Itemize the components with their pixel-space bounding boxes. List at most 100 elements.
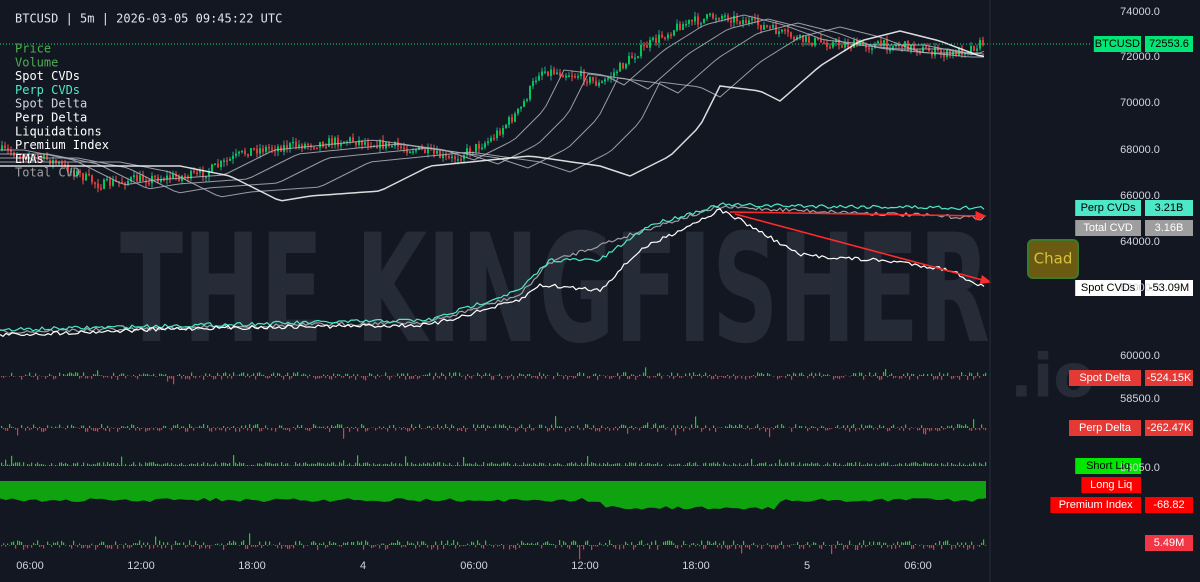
histogram-bar (307, 428, 309, 431)
candle-body (307, 143, 309, 146)
histogram-bar (619, 463, 621, 466)
histogram-bar (973, 376, 975, 380)
histogram-bar (631, 462, 633, 466)
histogram-bar (147, 373, 149, 376)
histogram-bar (149, 428, 151, 431)
candle-body (910, 44, 912, 52)
histogram-bar (815, 373, 817, 376)
histogram-bar (349, 463, 351, 466)
candle-body (331, 138, 333, 145)
histogram-bar (855, 428, 857, 432)
histogram-bar (551, 543, 553, 545)
candle-body (838, 40, 840, 46)
candle-body (109, 178, 111, 186)
histogram-bar (755, 545, 757, 546)
histogram-bar (575, 376, 577, 378)
histogram-bar (461, 428, 463, 432)
histogram-bar (895, 464, 897, 466)
candle-body (763, 25, 765, 30)
candle-body (691, 19, 693, 22)
histogram-bar (627, 428, 629, 434)
histogram-bar (629, 376, 631, 380)
histogram-bar (343, 428, 345, 439)
histogram-bar (525, 543, 527, 545)
histogram-bar (479, 543, 481, 545)
histogram-bar (863, 464, 865, 466)
histogram-bar (405, 428, 407, 430)
histogram-bar (241, 425, 243, 428)
histogram-bar (153, 428, 155, 430)
histogram-bar (549, 428, 551, 431)
legend-item: Perp CVDs (15, 83, 80, 97)
histogram-bar (675, 428, 677, 436)
histogram-bar (509, 545, 511, 550)
histogram-bar (83, 425, 85, 428)
histogram-bar (423, 541, 425, 545)
histogram-bar (827, 374, 829, 376)
histogram-bar (301, 543, 303, 545)
histogram-bar (765, 462, 767, 466)
histogram-bar (315, 376, 317, 380)
histogram-bar (741, 465, 743, 466)
histogram-bar (225, 428, 227, 432)
histogram-bar (823, 374, 825, 376)
histogram-bar (37, 540, 39, 545)
histogram-bar (689, 428, 691, 431)
histogram-bar (749, 428, 751, 430)
histogram-bar (233, 540, 235, 545)
candle-body (88, 173, 90, 176)
histogram-bar (253, 373, 255, 376)
candle-body (211, 164, 213, 172)
histogram-bar (249, 533, 251, 545)
candle-body (304, 143, 306, 149)
histogram-bar (223, 373, 225, 376)
histogram-bar (231, 543, 233, 545)
histogram-bar (431, 464, 433, 466)
histogram-bar (641, 462, 643, 466)
histogram-bar (805, 426, 807, 428)
histogram-bar (767, 543, 769, 545)
histogram-bar (177, 465, 179, 466)
histogram-bar (823, 465, 825, 466)
histogram-bar (215, 428, 217, 431)
histogram-bar (375, 428, 377, 431)
histogram-bar (267, 462, 269, 466)
histogram-bar (589, 376, 591, 379)
histogram-bar (665, 541, 667, 545)
candle-body (259, 148, 261, 154)
histogram-bar (589, 545, 591, 546)
histogram-bar (177, 375, 179, 376)
histogram-bar (639, 374, 641, 376)
histogram-bar (883, 462, 885, 466)
candle-body (679, 23, 681, 30)
histogram-bar (299, 427, 301, 428)
histogram-bar (161, 373, 163, 376)
candle-body (169, 175, 171, 179)
histogram-bar (809, 545, 811, 548)
histogram-bar (837, 425, 839, 428)
candle-body (511, 117, 513, 122)
histogram-bar (175, 425, 177, 428)
histogram-bar (15, 428, 17, 430)
badge-value-box (1145, 535, 1193, 551)
histogram-bar (605, 376, 607, 378)
histogram-bar (979, 545, 981, 547)
histogram-bar (391, 462, 393, 466)
histogram-bar (695, 416, 697, 428)
histogram-bar (153, 462, 155, 466)
histogram-bar (353, 374, 355, 376)
histogram-bar (829, 545, 831, 547)
histogram-bar (929, 463, 931, 466)
histogram-bar (235, 428, 237, 432)
histogram-bar (185, 428, 187, 432)
candle-body (868, 47, 870, 50)
histogram-bar (443, 462, 445, 466)
histogram-bar (29, 428, 31, 431)
histogram-bar (167, 542, 169, 545)
histogram-bar (201, 463, 203, 466)
histogram-bar (345, 543, 347, 545)
histogram-bar (591, 428, 593, 430)
histogram-bar (137, 376, 139, 380)
histogram-bar (331, 425, 333, 428)
histogram-bar (931, 462, 933, 466)
